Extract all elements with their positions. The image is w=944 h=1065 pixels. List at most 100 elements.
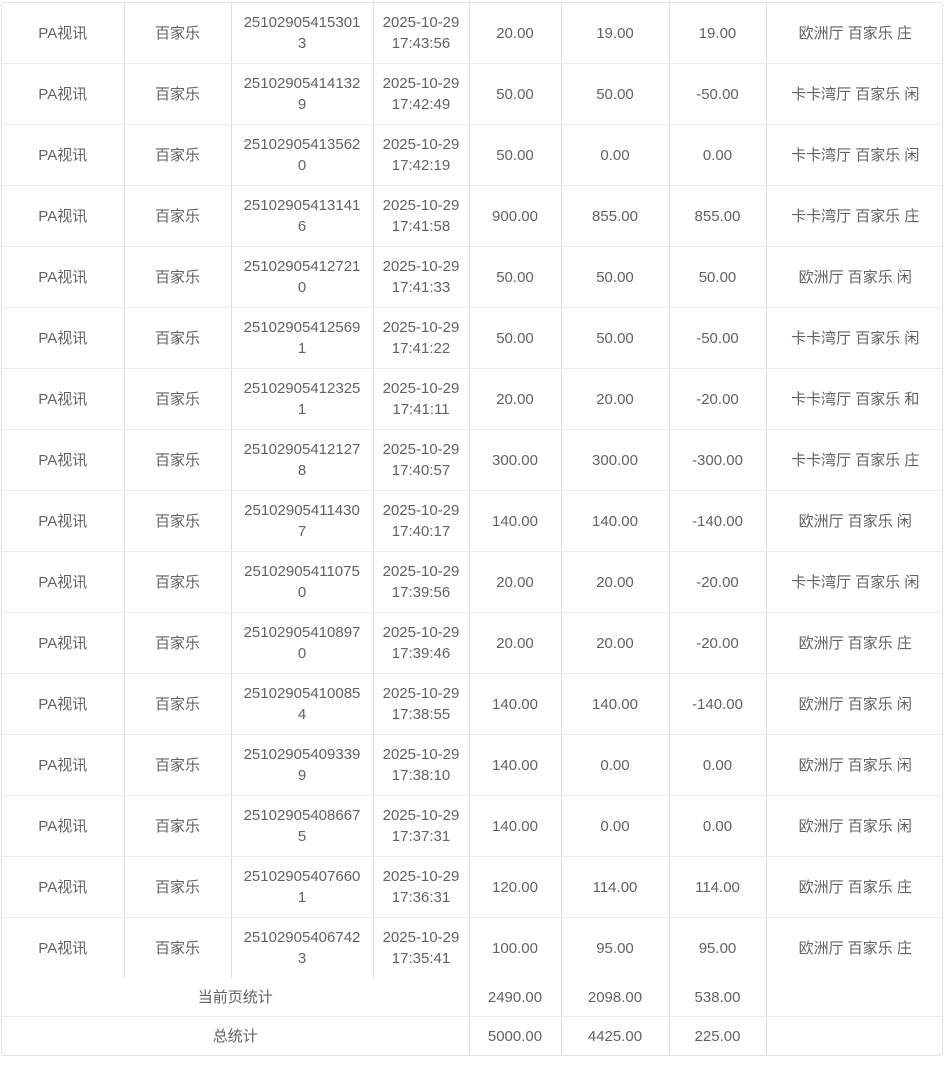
summary-current-page-win-loss: 538.00 xyxy=(668,978,767,1017)
cell-game-type: 百家乐 xyxy=(123,429,232,491)
cell-bet-time: 2025-10-29 17:42:49 xyxy=(372,63,470,125)
cell-game-type: 百家乐 xyxy=(123,551,232,613)
cell-win-loss: -300.00 xyxy=(668,429,767,491)
cell-win-loss: -20.00 xyxy=(668,551,767,613)
cell-bet-time: 2025-10-29 17:37:31 xyxy=(372,795,470,857)
cell-bet-amount: 140.00 xyxy=(468,673,562,735)
cell-order-number: 251029054123251 xyxy=(230,368,374,430)
cell-bet-time: 2025-10-29 17:42:19 xyxy=(372,124,470,186)
summary-row-total: 总统计 5000.00 4425.00 225.00 xyxy=(2,1016,942,1055)
summary-total-valid-amount: 4425.00 xyxy=(560,1016,670,1055)
table-row: PA视讯 百家乐 251029054125691 2025-10-29 17:4… xyxy=(2,307,942,369)
table-row: PA视讯 百家乐 251029054123251 2025-10-29 17:4… xyxy=(2,368,942,430)
summary-total-win-loss: 225.00 xyxy=(668,1016,767,1055)
cell-bet-detail: 卡卡湾厅 百家乐 闲 xyxy=(765,551,942,613)
cell-bet-time: 2025-10-29 17:41:22 xyxy=(372,307,470,369)
cell-order-number: 251029054135620 xyxy=(230,124,374,186)
cell-bet-time: 2025-10-29 17:39:56 xyxy=(372,551,470,613)
cell-order-number: 251029054114307 xyxy=(230,490,374,552)
cell-win-loss: 95.00 xyxy=(668,917,767,978)
cell-bet-time: 2025-10-29 17:38:10 xyxy=(372,734,470,796)
cell-bet-detail: 欧洲厅 百家乐 闲 xyxy=(765,490,942,552)
cell-game-type: 百家乐 xyxy=(123,917,232,978)
cell-game-type: 百家乐 xyxy=(123,673,232,735)
table-row: PA视讯 百家乐 251029054108970 2025-10-29 17:3… xyxy=(2,612,942,674)
cell-valid-amount: 0.00 xyxy=(560,734,670,796)
cell-valid-amount: 19.00 xyxy=(560,3,670,64)
cell-bet-detail: 欧洲厅 百家乐 庄 xyxy=(765,917,942,978)
table-row: PA视讯 百家乐 251029054076601 2025-10-29 17:3… xyxy=(2,856,942,918)
cell-bet-detail: 卡卡湾厅 百家乐 和 xyxy=(765,368,942,430)
table-row: PA视讯 百家乐 251029054100854 2025-10-29 17:3… xyxy=(2,673,942,735)
cell-bet-time: 2025-10-29 17:40:17 xyxy=(372,490,470,552)
cell-bet-amount: 50.00 xyxy=(468,246,562,308)
cell-game-type: 百家乐 xyxy=(123,246,232,308)
table-row: PA视讯 百家乐 251029054086675 2025-10-29 17:3… xyxy=(2,795,942,857)
cell-order-number: 251029054121278 xyxy=(230,429,374,491)
cell-bet-amount: 300.00 xyxy=(468,429,562,491)
table-row: PA视讯 百家乐 251029054127210 2025-10-29 17:4… xyxy=(2,246,942,308)
cell-win-loss: -50.00 xyxy=(668,63,767,125)
cell-valid-amount: 50.00 xyxy=(560,63,670,125)
cell-bet-detail: 欧洲厅 百家乐 庄 xyxy=(765,3,942,64)
cell-order-number: 251029054100854 xyxy=(230,673,374,735)
cell-bet-detail: 欧洲厅 百家乐 闲 xyxy=(765,246,942,308)
cell-order-number: 251029054131416 xyxy=(230,185,374,247)
cell-order-number: 251029054086675 xyxy=(230,795,374,857)
cell-bet-amount: 140.00 xyxy=(468,734,562,796)
cell-bet-detail: 卡卡湾厅 百家乐 庄 xyxy=(765,429,942,491)
cell-game-type: 百家乐 xyxy=(123,307,232,369)
cell-bet-detail: 卡卡湾厅 百家乐 庄 xyxy=(765,185,942,247)
summary-row-current-page: 当前页统计 2490.00 2098.00 538.00 xyxy=(2,978,942,1017)
summary-label-current-page: 当前页统计 xyxy=(2,978,470,1017)
cell-platform: PA视讯 xyxy=(2,795,125,857)
cell-win-loss: -20.00 xyxy=(668,612,767,674)
cell-game-type: 百家乐 xyxy=(123,63,232,125)
cell-bet-time: 2025-10-29 17:39:46 xyxy=(372,612,470,674)
cell-platform: PA视讯 xyxy=(2,856,125,918)
cell-win-loss: -140.00 xyxy=(668,490,767,552)
cell-game-type: 百家乐 xyxy=(123,490,232,552)
cell-order-number: 251029054125691 xyxy=(230,307,374,369)
table-row: PA视讯 百家乐 251029054110750 2025-10-29 17:3… xyxy=(2,551,942,613)
summary-total-bet-amount: 5000.00 xyxy=(468,1016,562,1055)
cell-bet-time: 2025-10-29 17:40:57 xyxy=(372,429,470,491)
cell-bet-time: 2025-10-29 17:36:31 xyxy=(372,856,470,918)
summary-current-page-detail-empty xyxy=(765,978,942,1017)
cell-platform: PA视讯 xyxy=(2,490,125,552)
cell-win-loss: 114.00 xyxy=(668,856,767,918)
cell-win-loss: 855.00 xyxy=(668,185,767,247)
cell-platform: PA视讯 xyxy=(2,734,125,796)
cell-platform: PA视讯 xyxy=(2,368,125,430)
cell-platform: PA视讯 xyxy=(2,673,125,735)
cell-valid-amount: 20.00 xyxy=(560,612,670,674)
cell-bet-detail: 欧洲厅 百家乐 闲 xyxy=(765,673,942,735)
cell-game-type: 百家乐 xyxy=(123,368,232,430)
cell-bet-amount: 100.00 xyxy=(468,917,562,978)
cell-order-number: 251029054110750 xyxy=(230,551,374,613)
cell-bet-time: 2025-10-29 17:41:11 xyxy=(372,368,470,430)
cell-platform: PA视讯 xyxy=(2,246,125,308)
cell-bet-detail: 欧洲厅 百家乐 庄 xyxy=(765,856,942,918)
cell-bet-detail: 欧洲厅 百家乐 闲 xyxy=(765,734,942,796)
cell-valid-amount: 140.00 xyxy=(560,490,670,552)
cell-win-loss: 50.00 xyxy=(668,246,767,308)
cell-platform: PA视讯 xyxy=(2,551,125,613)
table-row: PA视讯 百家乐 251029054131416 2025-10-29 17:4… xyxy=(2,185,942,247)
cell-valid-amount: 20.00 xyxy=(560,551,670,613)
table-row: PA视讯 百家乐 251029054114307 2025-10-29 17:4… xyxy=(2,490,942,552)
cell-platform: PA视讯 xyxy=(2,3,125,64)
cell-bet-time: 2025-10-29 17:41:33 xyxy=(372,246,470,308)
cell-valid-amount: 0.00 xyxy=(560,795,670,857)
cell-platform: PA视讯 xyxy=(2,63,125,125)
cell-order-number: 251029054093399 xyxy=(230,734,374,796)
table-row: PA视讯 百家乐 251029054135620 2025-10-29 17:4… xyxy=(2,124,942,186)
cell-valid-amount: 0.00 xyxy=(560,124,670,186)
cell-game-type: 百家乐 xyxy=(123,612,232,674)
table-row: PA视讯 百家乐 251029054153013 2025-10-29 17:4… xyxy=(2,3,942,64)
cell-order-number: 251029054153013 xyxy=(230,3,374,64)
cell-bet-detail: 欧洲厅 百家乐 庄 xyxy=(765,612,942,674)
cell-bet-detail: 欧洲厅 百家乐 闲 xyxy=(765,795,942,857)
cell-bet-amount: 20.00 xyxy=(468,3,562,64)
